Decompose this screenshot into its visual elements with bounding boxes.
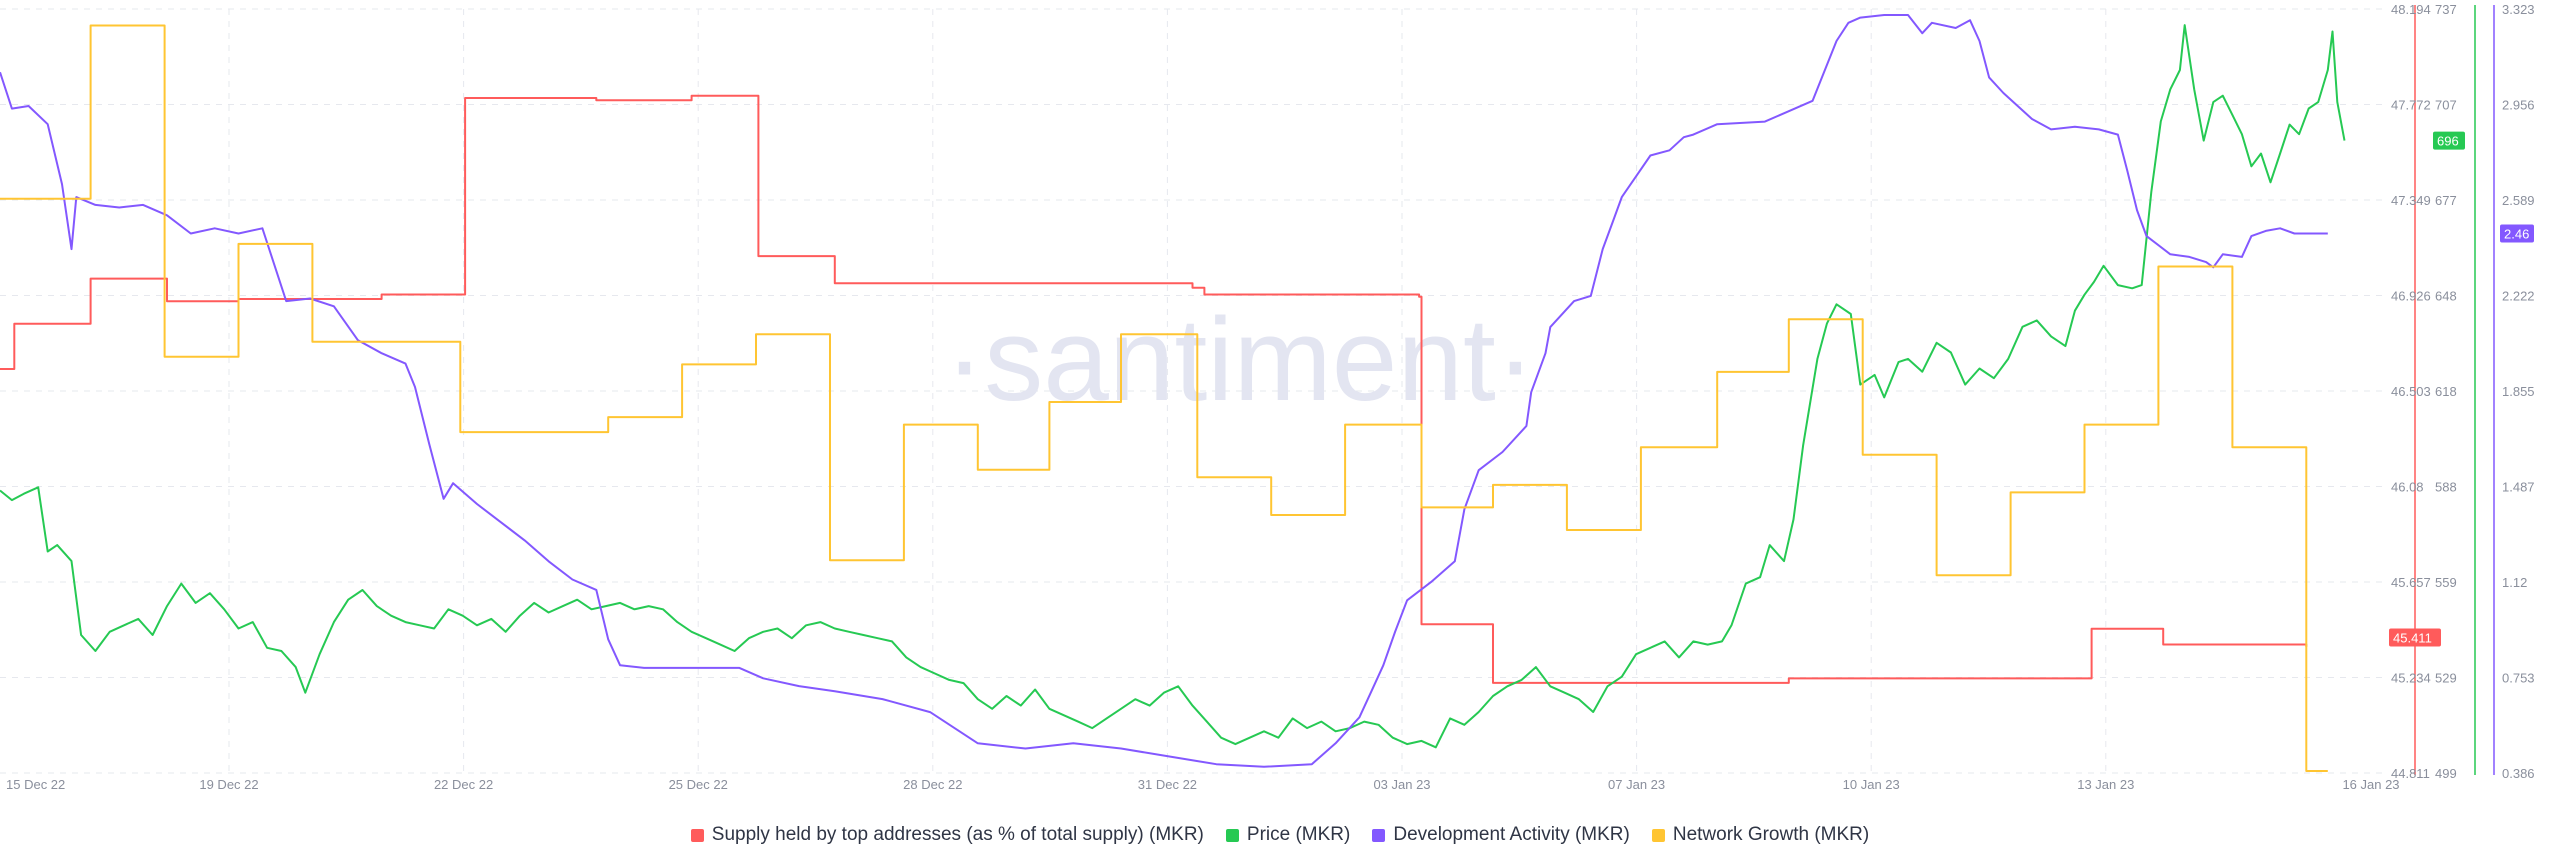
current-value-label-supply: 45.411 — [2393, 630, 2432, 645]
y-tick-label-supply: 46.926 — [2391, 289, 2431, 304]
y-tick-label-supply: 48.194 — [2391, 2, 2431, 17]
y-tick-label-price: 529 — [2435, 671, 2457, 686]
legend: Supply held by top addresses (as % of to… — [0, 822, 2560, 848]
y-tick-label-dev: 2.589 — [2502, 193, 2535, 208]
legend-item-dev[interactable]: Development Activity (MKR) — [1372, 824, 1630, 846]
legend-label-dev: Development Activity (MKR) — [1393, 824, 1630, 845]
legend-swatch-price — [1225, 828, 1239, 842]
x-tick-label: 16 Jan 23 — [2342, 777, 2399, 792]
watermark: ·santiment· — [945, 294, 1535, 426]
axes: 15 Dec 22 19 Dec 22 22 Dec 22 25 Dec 22 28 D… — [6, 2, 2535, 792]
y-tick-label-price: 618 — [2435, 384, 2457, 399]
legend-item-price[interactable]: Price (MKR) — [1225, 824, 1351, 846]
y-tick-label-dev: 3.323 — [2502, 2, 2535, 17]
y-tick-label-dev: 1.12 — [2502, 575, 2527, 590]
legend-item-growth[interactable]: Network Growth (MKR) — [1651, 824, 1870, 846]
y-tick-label-supply: 44.811 — [2391, 766, 2430, 781]
y-tick-label-supply: 46.08 — [2391, 480, 2424, 495]
legend-swatch-dev — [1372, 828, 1386, 842]
y-tick-label-supply: 45.657 — [2391, 575, 2431, 590]
series-layer — [0, 14, 2346, 772]
y-tick-label-dev: 1.487 — [2502, 480, 2535, 495]
x-tick-label: 28 Dec 22 — [903, 777, 962, 792]
current-value-badge-price — [2433, 131, 2465, 150]
x-tick-label: 03 Jan 23 — [1373, 777, 1430, 792]
y-tick-label-dev: 0.753 — [2502, 671, 2535, 686]
legend-label-growth: Network Growth (MKR) — [1672, 824, 1870, 845]
x-tick-label: 13 Jan 23 — [2077, 777, 2134, 792]
x-tick-label: 22 Dec 22 — [434, 777, 493, 792]
current-value-badge-supply — [2389, 628, 2441, 647]
y-tick-label-price: 559 — [2435, 575, 2457, 590]
y-tick-label-dev: 2.956 — [2502, 98, 2535, 113]
series-line-price — [0, 24, 2346, 749]
y-tick-label-supply: 47.772 — [2391, 98, 2431, 113]
y-tick-label-price: 648 — [2435, 289, 2457, 304]
legend-label-price: Price (MKR) — [1246, 824, 1351, 845]
current-value-label-dev: 2.46 — [2504, 226, 2529, 241]
x-tick-label: 10 Jan 23 — [1843, 777, 1900, 792]
y-tick-label-price: 588 — [2435, 480, 2457, 495]
current-value-badge-dev — [2500, 224, 2534, 243]
y-tick-label-dev: 1.855 — [2502, 384, 2535, 399]
series-line-growth — [0, 24, 2328, 772]
x-tick-label: 25 Dec 22 — [669, 777, 728, 792]
legend-swatch-growth — [1651, 828, 1665, 842]
series-line-dev — [0, 14, 2328, 768]
x-tick-label: 19 Dec 22 — [199, 777, 258, 792]
y-tick-label-supply: 47.349 — [2391, 193, 2431, 208]
y-tick-label-supply: 46.503 — [2391, 384, 2431, 399]
y-tick-label-price: 737 — [2435, 2, 2457, 17]
y-tick-label-dev: 2.222 — [2502, 289, 2535, 304]
y-tick-label-supply: 45.234 — [2391, 671, 2431, 686]
legend-label-supply: Supply held by top addresses (as % of to… — [711, 824, 1204, 845]
current-value-label-price: 696 — [2437, 134, 2459, 149]
x-tick-label: 07 Jan 23 — [1608, 777, 1665, 792]
y-tick-label-price: 499 — [2435, 766, 2457, 781]
legend-item-supply[interactable]: Supply held by top addresses (as % of to… — [690, 824, 1204, 846]
series-line-supply — [0, 94, 2308, 684]
y-tick-label-dev: 0.386 — [2502, 766, 2535, 781]
y-tick-label-price: 707 — [2435, 98, 2457, 113]
y-tick-label-price: 677 — [2435, 193, 2457, 208]
legend-swatch-supply — [690, 828, 704, 842]
x-tick-label: 15 Dec 22 — [6, 777, 65, 792]
x-tick-label: 31 Dec 22 — [1138, 777, 1197, 792]
